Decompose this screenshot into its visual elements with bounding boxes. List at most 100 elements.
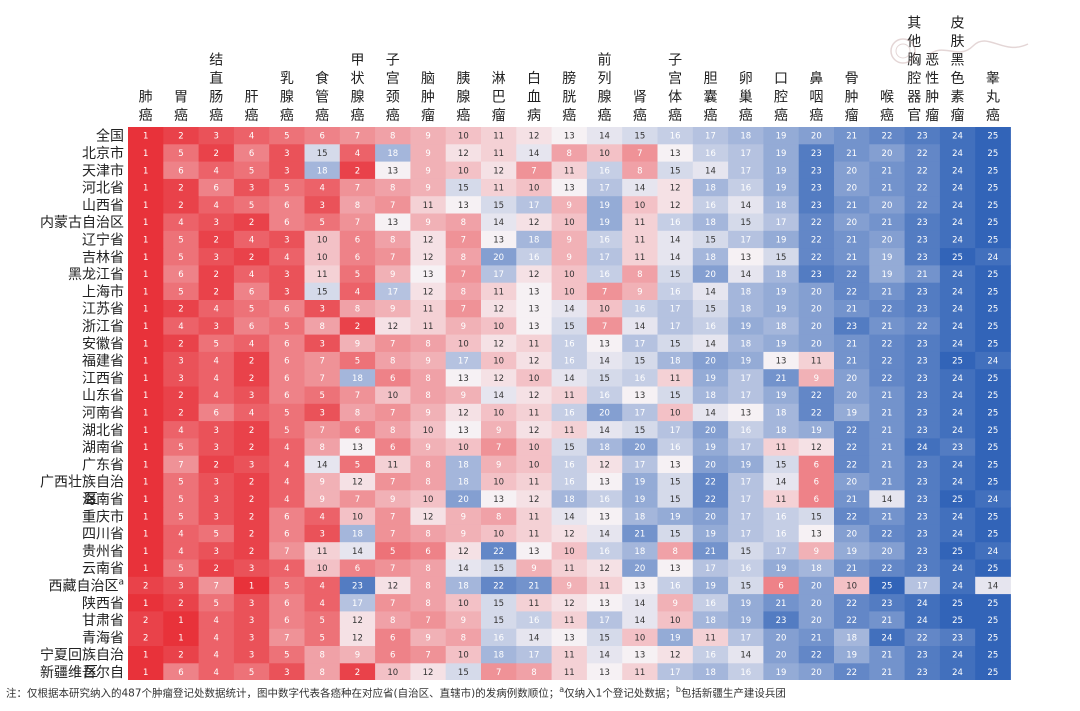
heatmap-cell	[834, 559, 870, 578]
heatmap-cell	[163, 248, 199, 266]
heatmap-cell	[939, 161, 976, 180]
heatmap-cell-value: 3	[214, 253, 219, 263]
heatmap-cell-value: 15	[670, 270, 681, 280]
heatmap-cell-value: 3	[214, 218, 219, 228]
heatmap-cell	[128, 265, 164, 284]
heatmap-cell-value: 19	[740, 460, 751, 470]
footnote-text-3: 包括新疆生产建设兵团	[680, 687, 786, 700]
heatmap-cell	[375, 248, 411, 266]
heatmap-cell	[481, 455, 517, 474]
heatmap-cell	[304, 230, 341, 249]
heatmap-cell	[622, 334, 658, 353]
heatmap-cell	[869, 351, 905, 370]
heatmap-cell-value: 2	[178, 651, 183, 661]
heatmap-cell	[410, 144, 447, 162]
heatmap-cell-value: 3	[214, 443, 219, 453]
heatmap-cell-value: 9	[461, 512, 466, 522]
heatmap-cell-value: 3	[214, 495, 219, 505]
heatmap-cell-value: 7	[284, 633, 289, 643]
heatmap-cell-value: 1	[249, 581, 254, 591]
heatmap-cell	[834, 611, 870, 630]
heatmap-cell	[304, 265, 341, 284]
heatmap-cell-value: 18	[740, 132, 751, 142]
heatmap-cell-value: 22	[811, 391, 822, 401]
heatmap-cell	[728, 161, 764, 180]
heatmap-cell	[834, 351, 870, 370]
heatmap-cell	[939, 300, 976, 318]
heatmap-cell-value: 21	[846, 305, 857, 315]
footnote: 注：仅根据本研究纳入的487个肿瘤登记处数据统计，图中数字代表各癌种在对应省(自…	[6, 685, 786, 701]
heatmap-cell-value: 24	[952, 184, 963, 194]
heatmap-cell-value: 21	[776, 374, 787, 384]
heatmap-cell-value: 11	[387, 460, 398, 470]
heatmap-cell-value: 16	[599, 547, 610, 557]
row-label: 黑龙江省	[68, 267, 124, 283]
heatmap-cell	[269, 230, 305, 249]
heatmap-cell-value: 11	[776, 495, 787, 505]
heatmap-cell	[798, 559, 835, 578]
heatmap-cell-value: 13	[599, 339, 610, 349]
heatmap-cell	[728, 455, 764, 474]
heatmap-cell	[622, 559, 658, 578]
column-label: 皮肤黑色素瘤	[951, 16, 965, 125]
heatmap-cell	[304, 403, 341, 422]
heatmap-cell-value: 3	[284, 235, 289, 245]
footnote-text-1: 注：仅根据本研究纳入的487个肿瘤登记处数据统计，图中数字代表各癌种在对应省(自…	[6, 687, 560, 700]
heatmap-cell	[198, 282, 235, 301]
heatmap-cell-value: 5	[284, 322, 289, 332]
heatmap-cell	[269, 473, 305, 491]
heatmap-cell-value: 24	[987, 495, 998, 505]
heatmap-cell-value: 23	[811, 270, 822, 280]
row-label: 陕西省	[82, 596, 124, 612]
heatmap-cell-value: 20	[846, 184, 857, 194]
heatmap-cell-value: 21	[882, 668, 893, 678]
heatmap-cell-value: 17	[599, 184, 610, 194]
heatmap-cell-value: 2	[178, 132, 183, 142]
heatmap-cell-value: 3	[249, 460, 254, 470]
heatmap-cell-value: 5	[214, 599, 219, 609]
heatmap-cell-value: 13	[599, 599, 610, 609]
heatmap-cell-value: 8	[319, 651, 324, 661]
column-label: 口腔癌	[774, 71, 788, 124]
heatmap-cell-value: 18	[564, 495, 575, 505]
heatmap-cell-value: 14	[564, 374, 575, 384]
heatmap-cell-value: 2	[178, 201, 183, 211]
heatmap-cell-value: 23	[882, 599, 893, 609]
heatmap-cell-value: 15	[599, 374, 610, 384]
heatmap-cell-value: 5	[249, 305, 254, 315]
heatmap-cell	[410, 646, 447, 664]
heatmap-cell-value: 15	[493, 201, 504, 211]
heatmap-cell	[692, 196, 729, 214]
heatmap-cell-value: 12	[493, 374, 504, 384]
heatmap-cell	[481, 196, 517, 214]
footnote-sup-a: a	[559, 685, 565, 694]
heatmap-cell	[975, 144, 1011, 162]
heatmap-cell-value: 12	[458, 408, 469, 418]
heatmap-cell	[869, 473, 905, 491]
heatmap-cell	[763, 611, 800, 630]
heatmap-cell	[622, 507, 658, 526]
heatmap-cell-value: 7	[461, 305, 466, 315]
heatmap-cell	[728, 663, 764, 680]
heatmap-cell-value: 2	[214, 287, 219, 297]
heatmap-cell-value: 5	[284, 132, 289, 142]
heatmap-cell	[410, 421, 447, 439]
heatmap-cell-value: 12	[423, 512, 434, 522]
heatmap-cell-value: 17	[670, 668, 681, 678]
heatmap-cell-value: 17	[740, 166, 751, 176]
heatmap-cell	[622, 646, 658, 664]
heatmap-cell	[869, 403, 905, 422]
heatmap-cell	[834, 127, 870, 145]
heatmap-cell-value: 9	[637, 287, 642, 297]
heatmap-cell	[692, 213, 729, 232]
heatmap-cell-value: 22	[882, 305, 893, 315]
heatmap-cell-value: 18	[634, 512, 645, 522]
heatmap-cell-value: 24	[952, 564, 963, 574]
heatmap-cell-value: 18	[458, 581, 469, 591]
heatmap-cell	[975, 213, 1011, 232]
heatmap-cell	[975, 490, 1011, 508]
heatmap-cell	[163, 594, 199, 612]
heatmap-cell-value: 4	[284, 253, 289, 263]
heatmap-cell-value: 23	[917, 374, 928, 384]
heatmap-cell-value: 24	[952, 426, 963, 436]
